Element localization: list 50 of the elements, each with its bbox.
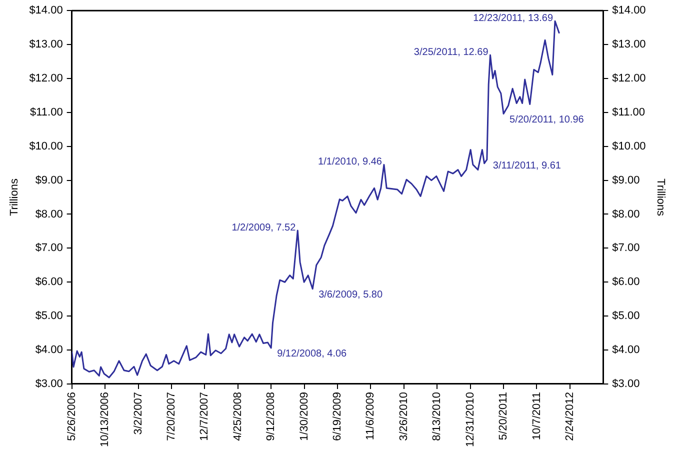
y-tick-label: $6.00 (35, 276, 63, 288)
x-tick-label: 5/26/2006 (66, 392, 78, 441)
y2-tick-label: $5.00 (612, 310, 640, 322)
x-tick-label: 6/19/2009 (332, 392, 344, 441)
y-tick-label: $5.00 (35, 310, 63, 322)
annotation: 12/23/2011, 13.69 (473, 12, 554, 24)
y-tick-label: $14.00 (29, 4, 63, 17)
annotation: 9/12/2008, 4.06 (277, 348, 348, 360)
y2-tick-label: $12.00 (612, 72, 646, 85)
y2-tick-label: $3.00 (612, 378, 640, 390)
x-tick-label: 8/13/2010 (431, 392, 444, 441)
annotation: 3/25/2011, 12.69 (414, 46, 489, 58)
y2-tick-label: $4.00 (612, 344, 640, 356)
x-tick-label: 10/13/2006 (99, 392, 112, 448)
y-tick-label: $9.00 (35, 174, 63, 186)
y-tick-label: $4.00 (35, 344, 63, 356)
y-tick-label: $11.00 (30, 106, 63, 118)
y2-tick-label: $10.00 (612, 140, 646, 152)
y2-tick-label: $7.00 (612, 242, 640, 254)
x-tick-label: 4/25/2008 (232, 392, 244, 441)
y2-tick-label: $13.00 (612, 38, 646, 51)
x-tick-label: 5/20/2011 (498, 392, 510, 440)
x-tick-label: 10/7/2011 (530, 392, 543, 440)
y2-tick-label: $11.00 (612, 106, 645, 118)
y2-tick-label: $6.00 (612, 276, 640, 288)
x-tick-label: 3/2/2007 (132, 392, 144, 435)
x-tick-label: 11/6/2009 (364, 392, 377, 440)
y-tick-label: $3.00 (35, 378, 63, 390)
y-tick-label: $13.00 (29, 38, 63, 51)
annotation: 5/20/2011, 10.96 (510, 114, 584, 126)
x-tick-label: 12/7/2007 (198, 392, 211, 441)
y2-tick-label: $14.00 (612, 4, 646, 17)
x-tick-label: 12/31/2010 (464, 392, 476, 448)
x-tick-label: 2/24/2012 (564, 392, 576, 441)
x-tick-label: 9/12/2008 (265, 392, 278, 441)
x-tick-label: 7/20/2007 (165, 392, 178, 441)
y-axis-title: Trillions (8, 178, 21, 216)
annotation: 1/1/2010, 9.46 (318, 156, 382, 168)
y-tick-label: $10.00 (29, 140, 63, 152)
y-tick-label: $7.00 (35, 242, 63, 254)
y2-tick-label: $8.00 (612, 208, 640, 220)
annotation: 3/11/2011, 9.61 (492, 160, 562, 172)
x-tick-label: 1/30/2009 (298, 392, 310, 441)
x-tick-label: 3/26/2010 (398, 392, 410, 441)
y2-tick-label: $9.00 (612, 174, 640, 186)
y-tick-label: $8.00 (35, 208, 63, 220)
y-tick-label: $12.00 (29, 72, 63, 85)
annotation: 1/2/2009, 7.52 (232, 222, 296, 234)
y2-axis-title: Trillions (654, 178, 666, 217)
annotation: 3/6/2009, 5.80 (318, 290, 383, 301)
